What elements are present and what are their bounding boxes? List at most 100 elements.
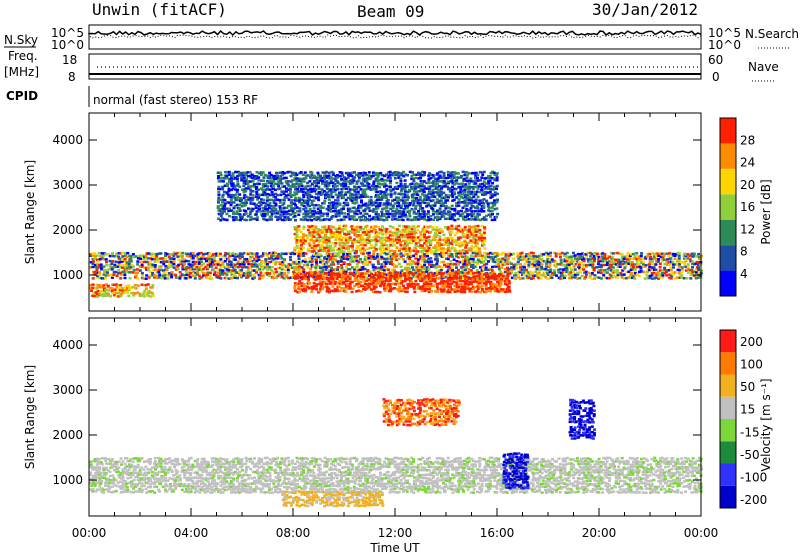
heatmap-cell bbox=[244, 203, 248, 207]
heatmap-cell bbox=[406, 257, 410, 260]
heatmap-cell bbox=[225, 192, 229, 196]
heatmap-cell bbox=[227, 277, 231, 280]
heatmap-cell bbox=[416, 275, 420, 279]
heatmap-cell bbox=[451, 213, 455, 216]
heatmap-cell bbox=[452, 173, 456, 177]
heatmap-cell bbox=[312, 212, 316, 216]
heatmap-cell bbox=[469, 282, 473, 286]
heatmap-cell bbox=[652, 252, 656, 256]
heatmap-cell bbox=[504, 275, 508, 278]
heatmap-cell bbox=[223, 184, 227, 187]
heatmap-cell bbox=[418, 238, 422, 242]
heatmap-cell bbox=[334, 206, 337, 210]
heatmap-cell bbox=[348, 263, 352, 266]
heatmap-cell bbox=[435, 285, 439, 288]
heatmap-cell bbox=[680, 268, 684, 271]
heatmap-cell bbox=[381, 250, 384, 253]
heatmap-cell bbox=[338, 218, 342, 222]
heatmap-cell bbox=[433, 195, 437, 199]
heatmap-cell bbox=[403, 253, 407, 256]
heatmap-cell bbox=[253, 257, 257, 261]
heatmap-cell bbox=[614, 263, 618, 266]
heatmap-cell bbox=[269, 184, 273, 188]
heatmap-cell bbox=[155, 271, 159, 274]
heatmap-cell bbox=[399, 241, 403, 244]
heatmap-cell bbox=[304, 210, 308, 213]
heatmap-cell bbox=[472, 280, 475, 283]
nave-tick-high: 60 bbox=[708, 53, 723, 67]
heatmap-cell bbox=[465, 251, 469, 255]
heatmap-cell bbox=[388, 285, 392, 288]
heatmap-cell bbox=[273, 196, 277, 199]
heatmap-cell bbox=[195, 263, 199, 266]
heatmap-cell bbox=[452, 240, 456, 244]
heatmap-cell bbox=[302, 283, 306, 286]
heatmap-cell bbox=[421, 271, 425, 274]
heatmap-cell bbox=[403, 213, 407, 216]
heatmap-cell bbox=[372, 250, 376, 253]
heatmap-cell bbox=[362, 278, 366, 281]
heatmap-cell bbox=[342, 215, 346, 218]
heatmap-cell bbox=[444, 251, 448, 255]
heatmap-cell bbox=[591, 263, 595, 266]
heatmap-cell bbox=[328, 241, 331, 244]
heatmap-cell bbox=[467, 228, 471, 231]
heatmap-cell bbox=[352, 241, 356, 244]
heatmap-cell bbox=[291, 210, 295, 213]
heatmap-cell bbox=[401, 280, 405, 283]
heatmap-cell bbox=[606, 254, 610, 258]
heatmap-cell bbox=[355, 225, 359, 229]
heatmap-cell bbox=[483, 247, 487, 250]
heatmap-cell bbox=[331, 195, 335, 199]
heatmap-cell bbox=[255, 259, 259, 263]
heatmap-cell bbox=[331, 225, 335, 229]
heatmap-cell bbox=[242, 174, 246, 177]
heatmap-cell bbox=[340, 207, 344, 211]
heatmap-cell bbox=[299, 190, 303, 193]
heatmap-cell bbox=[572, 265, 576, 268]
heatmap-cell bbox=[221, 195, 225, 198]
heatmap-cell bbox=[659, 273, 663, 276]
heatmap-cell bbox=[281, 203, 285, 207]
heatmap-cell bbox=[321, 171, 325, 174]
heatmap-cell bbox=[493, 260, 497, 264]
heatmap-cell bbox=[321, 269, 325, 272]
heatmap-cell bbox=[371, 282, 375, 285]
heatmap-cell bbox=[297, 183, 301, 186]
heatmap-cell bbox=[455, 179, 459, 182]
heatmap-cell bbox=[121, 270, 125, 273]
heatmap-cell bbox=[419, 233, 423, 237]
heatmap-cell bbox=[380, 190, 384, 194]
heatmap-cell bbox=[200, 268, 204, 271]
heatmap-cell bbox=[435, 212, 439, 215]
heatmap-cell bbox=[546, 273, 550, 276]
heatmap-cell bbox=[404, 275, 408, 279]
heatmap-cell bbox=[91, 286, 95, 290]
heatmap-cell bbox=[219, 198, 223, 201]
heatmap-cell bbox=[476, 252, 480, 255]
heatmap-cell bbox=[421, 284, 425, 288]
heatmap-cell bbox=[415, 197, 419, 200]
heatmap-cell bbox=[244, 174, 248, 177]
heatmap-cell bbox=[340, 238, 344, 241]
heatmap-cell bbox=[374, 233, 378, 236]
heatmap-cell bbox=[273, 188, 277, 192]
heatmap-cell bbox=[315, 211, 319, 215]
heatmap-cell bbox=[425, 252, 429, 255]
heatmap-cell bbox=[412, 179, 416, 183]
heatmap-cell bbox=[342, 218, 346, 221]
heatmap-cell bbox=[393, 173, 397, 177]
heatmap-cell bbox=[400, 236, 404, 239]
heatmap-cell bbox=[412, 230, 416, 234]
heatmap-cell bbox=[457, 283, 461, 286]
heatmap-cell bbox=[220, 265, 224, 269]
heatmap-cell bbox=[111, 292, 114, 295]
heatmap-cell bbox=[387, 212, 391, 216]
heatmap-cell bbox=[331, 285, 335, 288]
heatmap-cell bbox=[457, 182, 461, 186]
heatmap-cell bbox=[382, 207, 386, 210]
heatmap-cell bbox=[216, 205, 220, 208]
heatmap-cell bbox=[297, 282, 301, 285]
heatmap-cell bbox=[229, 260, 233, 264]
heatmap-cell bbox=[217, 180, 221, 183]
